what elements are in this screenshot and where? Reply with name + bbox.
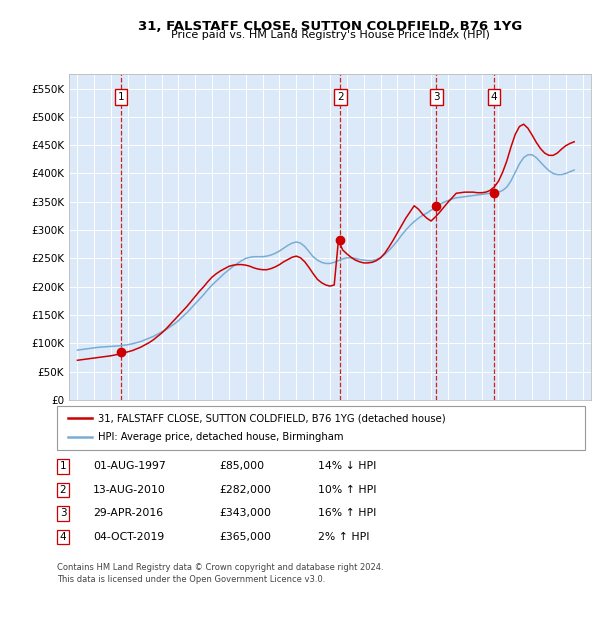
Text: £85,000: £85,000 — [219, 461, 264, 471]
Text: 04-OCT-2019: 04-OCT-2019 — [93, 532, 164, 542]
Text: 31, FALSTAFF CLOSE, SUTTON COLDFIELD, B76 1YG: 31, FALSTAFF CLOSE, SUTTON COLDFIELD, B7… — [138, 20, 522, 33]
Text: 29-APR-2016: 29-APR-2016 — [93, 508, 163, 518]
Text: 2% ↑ HPI: 2% ↑ HPI — [318, 532, 370, 542]
Text: £282,000: £282,000 — [219, 485, 271, 495]
Text: Contains HM Land Registry data © Crown copyright and database right 2024.
This d: Contains HM Land Registry data © Crown c… — [57, 563, 383, 584]
Text: £365,000: £365,000 — [219, 532, 271, 542]
Text: 10% ↑ HPI: 10% ↑ HPI — [318, 485, 377, 495]
Text: Price paid vs. HM Land Registry's House Price Index (HPI): Price paid vs. HM Land Registry's House … — [170, 30, 490, 40]
Text: 16% ↑ HPI: 16% ↑ HPI — [318, 508, 376, 518]
Text: 2: 2 — [59, 485, 67, 495]
Text: 01-AUG-1997: 01-AUG-1997 — [93, 461, 166, 471]
Text: HPI: Average price, detached house, Birmingham: HPI: Average price, detached house, Birm… — [98, 432, 343, 442]
Text: 1: 1 — [59, 461, 67, 471]
Text: 13-AUG-2010: 13-AUG-2010 — [93, 485, 166, 495]
Text: 4: 4 — [59, 532, 67, 542]
Text: 1: 1 — [118, 92, 124, 102]
Text: 3: 3 — [59, 508, 67, 518]
Text: 2: 2 — [337, 92, 344, 102]
Text: 4: 4 — [491, 92, 497, 102]
Text: 3: 3 — [433, 92, 440, 102]
Text: 31, FALSTAFF CLOSE, SUTTON COLDFIELD, B76 1YG (detached house): 31, FALSTAFF CLOSE, SUTTON COLDFIELD, B7… — [98, 414, 445, 423]
Text: 14% ↓ HPI: 14% ↓ HPI — [318, 461, 376, 471]
Text: £343,000: £343,000 — [219, 508, 271, 518]
